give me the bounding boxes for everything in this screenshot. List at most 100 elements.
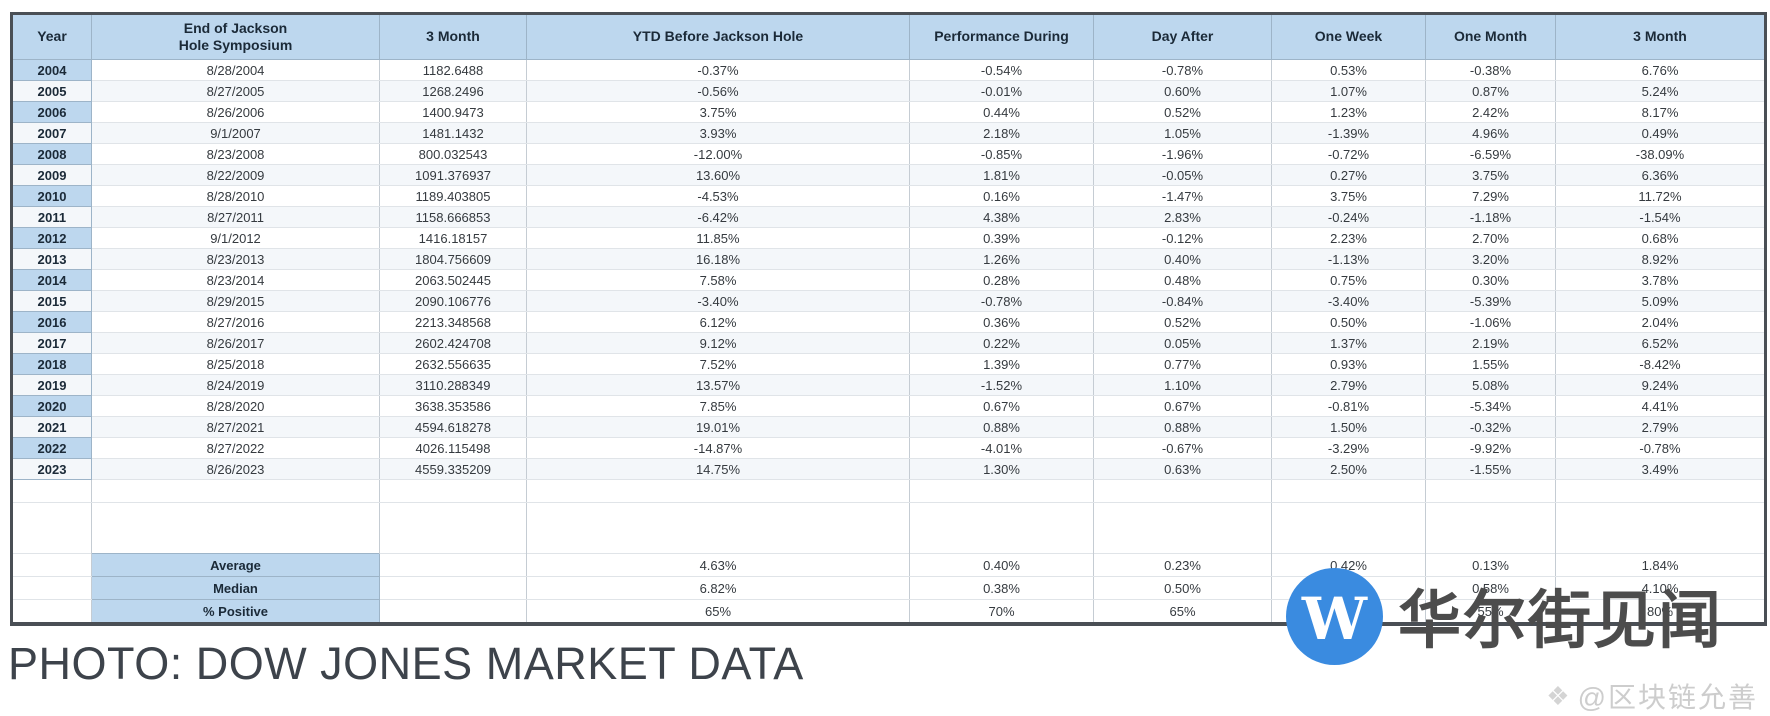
table-cell: -0.84% [1093, 290, 1272, 312]
table-row: 2023 8/26/2023 4559.335209 14.75% 1.30% 0.63%… [11, 458, 1766, 480]
table-cell: -1.18% [1425, 206, 1556, 228]
table-cell: -38.09% [1555, 143, 1766, 165]
year-cell: 2012 [11, 227, 92, 249]
table-cell: -0.78% [1555, 437, 1766, 459]
column-header-0: Year [11, 13, 92, 60]
table-cell [1271, 502, 1426, 554]
table-cell: 0.36% [909, 311, 1094, 333]
table-cell: 2.04% [1555, 311, 1766, 333]
table-cell: 2063.502445 [379, 269, 527, 291]
table-row: 2015 8/29/2015 2090.106776 -3.40% -0.78% -0.8… [11, 290, 1766, 312]
year-cell: 2021 [11, 416, 92, 438]
table-cell: -0.85% [909, 143, 1094, 165]
table-cell: 3110.288349 [379, 374, 527, 396]
table-row: 2013 8/23/2013 1804.756609 16.18% 1.26% 0.40%… [11, 248, 1766, 270]
table-cell: 1.30% [909, 458, 1094, 480]
table-cell: 7.52% [526, 353, 910, 375]
table-cell [379, 553, 527, 577]
table-cell: 1.50% [1271, 416, 1426, 438]
table-cell: 2.19% [1425, 332, 1556, 354]
table-cell: 0.58% [1425, 576, 1556, 600]
table-row: 2009 8/22/2009 1091.376937 13.60% 1.81% -0.05… [11, 164, 1766, 186]
table-row: 2014 8/23/2014 2063.502445 7.58% 0.28% 0.48% 0… [11, 269, 1766, 291]
table-cell: 19.01% [526, 416, 910, 438]
column-header-8: 3 Month [1555, 13, 1766, 60]
table-cell: 0.60% [1093, 80, 1272, 102]
table-cell [379, 479, 527, 503]
header-row: Year End of Jackson Hole Symposium 3 Month… [11, 13, 1766, 60]
table-cell: -1.06% [1425, 311, 1556, 333]
photo-credit-caption: PHOTO: DOW JONES MARKET DATA [8, 638, 804, 689]
table-cell: 6.36% [1555, 164, 1766, 186]
table-cell: 6.52% [1555, 332, 1766, 354]
table-row: 2017 8/26/2017 2602.424708 9.12% 0.22% 0.05% 1… [11, 332, 1766, 354]
table-cell: 8.92% [1555, 248, 1766, 270]
table-cell: 4.96% [1425, 122, 1556, 144]
table-cell: 7.85% [526, 395, 910, 417]
table-cell: 4594.618278 [379, 416, 527, 438]
table-cell: 2.23% [1271, 227, 1426, 249]
table-cell: 0.87% [1425, 80, 1556, 102]
year-cell: 2023 [11, 458, 92, 480]
table-row: Average 4.63% 0.40% 0.23% 0.42% 0.13% 1.84% [11, 553, 1766, 577]
year-cell: 2011 [11, 206, 92, 228]
table-cell: -0.56% [526, 80, 910, 102]
table-cell: 1.39% [909, 353, 1094, 375]
table-cell: -0.67% [1093, 437, 1272, 459]
table-row: 2012 9/1/2012 1416.18157 11.85% 0.39% -0.12% 2… [11, 227, 1766, 249]
table-row: 2018 8/25/2018 2632.556635 7.52% 1.39% 0.77% 0… [11, 353, 1766, 375]
logo-w-monogram: W [1301, 584, 1368, 653]
table-cell: 1481.1432 [379, 122, 527, 144]
table-row: 2004 8/28/2004 1182.6488 -0.37% -0.54% -0.78%… [11, 59, 1766, 81]
table-cell: 65% [1093, 599, 1272, 626]
table-cell: 0.39% [909, 227, 1094, 249]
table-cell: 2.50% [1271, 458, 1426, 480]
table-cell: 0.88% [909, 416, 1094, 438]
table-cell: 2.18% [909, 122, 1094, 144]
table-cell: 1804.756609 [379, 248, 527, 270]
table-cell: -1.39% [1271, 122, 1426, 144]
table-cell: 0.30% [1425, 269, 1556, 291]
table-cell: -14.87% [526, 437, 910, 459]
table-cell: 0.52% [1093, 101, 1272, 123]
table-cell: 0.28% [909, 269, 1094, 291]
table-cell: -0.12% [1093, 227, 1272, 249]
table-cell: 2.42% [1425, 101, 1556, 123]
table-cell [11, 553, 92, 577]
table-cell: 1091.376937 [379, 164, 527, 186]
table-cell: 7.58% [526, 269, 910, 291]
wallstreetcn-logo-icon: W [1286, 568, 1383, 665]
year-cell: 2007 [11, 122, 92, 144]
table-cell: 1400.9473 [379, 101, 527, 123]
table-cell: 8/28/2004 [91, 59, 380, 81]
table-cell [379, 502, 527, 554]
table-cell: 8/26/2017 [91, 332, 380, 354]
table-cell: 3.75% [1425, 164, 1556, 186]
table-cell: 0.40% [909, 553, 1094, 577]
table-cell: 1.55% [1425, 353, 1556, 375]
table-cell: 6.82% [526, 576, 910, 600]
table-cell: -5.39% [1425, 290, 1556, 312]
table-cell: 0.40% [1093, 248, 1272, 270]
column-header-2: 3 Month [379, 13, 527, 60]
table-cell: 0.68% [1555, 227, 1766, 249]
column-header-1: End of Jackson Hole Symposium [91, 13, 380, 60]
table-cell: 11.72% [1555, 185, 1766, 207]
column-header-7: One Month [1425, 13, 1556, 60]
year-cell: 2020 [11, 395, 92, 417]
table-cell [91, 502, 380, 554]
table-cell [91, 479, 380, 503]
table-cell: 2.79% [1271, 374, 1426, 396]
table-cell: 2632.556635 [379, 353, 527, 375]
table-cell [1093, 479, 1272, 503]
table-cell: 0.67% [909, 395, 1094, 417]
table-header: Year End of Jackson Hole Symposium 3 Month… [11, 13, 1766, 60]
table-cell: -1.52% [909, 374, 1094, 396]
year-cell: 2018 [11, 353, 92, 375]
table-cell: -1.54% [1555, 206, 1766, 228]
table-row: 2019 8/24/2019 3110.288349 13.57% -1.52% 1.10… [11, 374, 1766, 396]
table-cell: 0.22% [909, 332, 1094, 354]
table-cell: 0.48% [1093, 269, 1272, 291]
credit-watermark: ❖ @区块链允善 [1546, 676, 1758, 716]
